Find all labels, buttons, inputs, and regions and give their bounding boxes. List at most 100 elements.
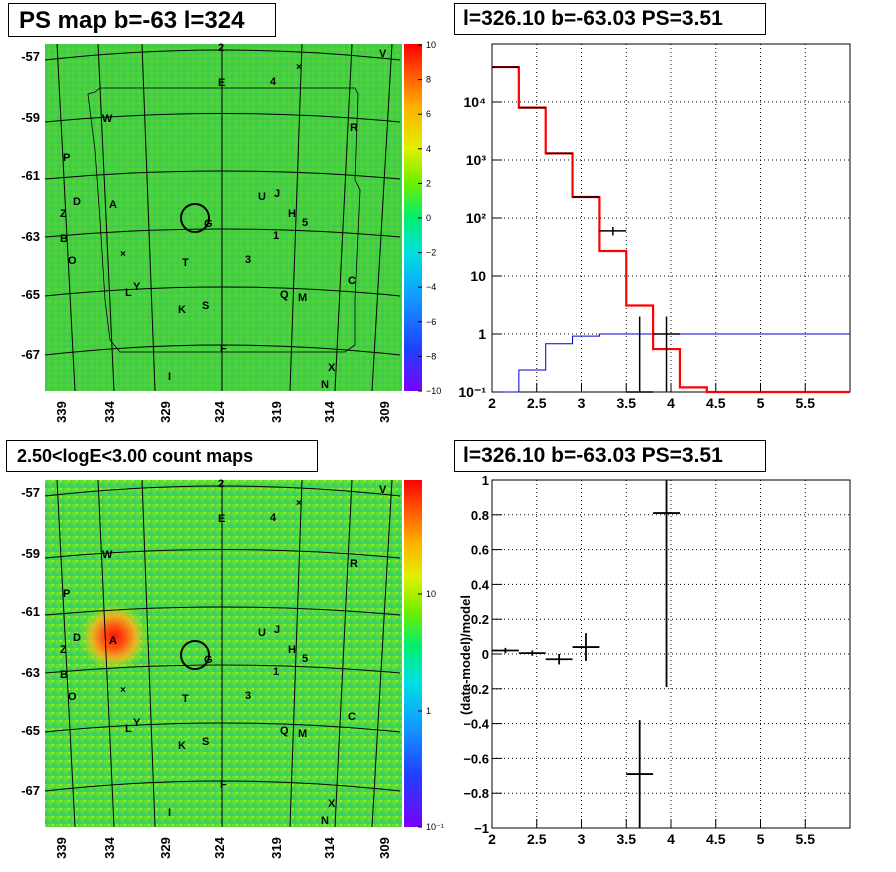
- source-label-1: 1: [273, 666, 279, 678]
- y-tick-label: 1: [478, 326, 486, 342]
- colorbar-tick-label: 2: [426, 178, 431, 188]
- count-target-circle: [180, 640, 210, 670]
- marker-x: ×: [120, 249, 126, 260]
- lon-tick-label: 329: [158, 401, 173, 423]
- source-label-B: B: [60, 233, 68, 245]
- source-label-1: 1: [273, 230, 279, 242]
- count-source-labels: 2 V E 4 W R P U J D A Z H5 G B 1 O T 3 C L Y Q M K S F X I N × ×: [60, 478, 387, 827]
- x-tick-label: 5.5: [796, 395, 816, 411]
- x-tick-label: 5: [757, 831, 765, 847]
- lat-tick-label: -57: [21, 485, 40, 500]
- source-label-K: K: [178, 740, 186, 752]
- colorbar-tick-label: −2: [426, 248, 436, 258]
- lat-tick-label: -57: [21, 49, 40, 64]
- lon-tick-label: 334: [102, 400, 117, 422]
- y-tick-label: −0.4: [463, 717, 489, 732]
- source-label-W: W: [102, 549, 113, 561]
- source-label-3: 3: [245, 254, 251, 266]
- source-label-H: H: [288, 644, 296, 656]
- y-tick-label: 1: [482, 473, 489, 488]
- count-map-title: 2.50<logE<3.00 count maps: [6, 440, 318, 472]
- residual-title: l=326.10 b=-63.03 PS=3.51: [454, 440, 766, 472]
- lon-tick-label: 329: [158, 837, 173, 859]
- lat-tick-label: -65: [21, 723, 40, 738]
- y-tick-label: 0.6: [471, 543, 489, 558]
- lat-tick-label: -67: [21, 347, 40, 362]
- lon-tick-label: 324: [212, 400, 227, 422]
- lat-tick-label: -65: [21, 287, 40, 302]
- count-lat-ticks: -57 -59 -61 -63 -65 -67: [21, 485, 40, 798]
- source-label-5: 5: [302, 217, 308, 229]
- colorbar-tick-label: 10: [426, 40, 436, 50]
- source-label-Q: Q: [280, 289, 289, 301]
- source-label-2: 2: [218, 478, 224, 490]
- source-label-V: V: [379, 484, 387, 496]
- source-label-X: X: [328, 798, 336, 810]
- lon-tick-label: 324: [212, 836, 227, 858]
- lon-tick-label: 339: [54, 401, 69, 423]
- count-colorbar-ticks: 10 1 10⁻¹: [418, 589, 444, 832]
- source-label-E: E: [218, 513, 225, 525]
- source-label-P: P: [63, 588, 70, 600]
- source-label-C: C: [348, 711, 356, 723]
- source-label-Z: Z: [60, 644, 67, 656]
- lon-tick-label: 314: [322, 836, 337, 858]
- source-label-3: 3: [245, 690, 251, 702]
- y-tick-label: 0.4: [471, 577, 490, 592]
- source-label-S: S: [202, 300, 209, 312]
- spectrum-panel: 2 2.5 3 3.5 4 4.5 5 5.5 10⁻¹ 1 10 10² 10³ 10⁴: [458, 43, 851, 411]
- source-label-T: T: [182, 693, 189, 705]
- source-label-H: H: [288, 208, 296, 220]
- source-label-G: G: [204, 654, 213, 666]
- y-tick-label: −0.8: [463, 786, 489, 801]
- marker-x: ×: [120, 685, 126, 696]
- y-tick-label: 10³: [466, 152, 487, 168]
- x-tick-label: 4: [667, 831, 675, 847]
- colorbar-tick-label: 10: [426, 589, 436, 599]
- colorbar-tick-label: 10⁻¹: [426, 822, 444, 832]
- x-tick-label: 3: [578, 395, 586, 411]
- x-tick-label: 5.5: [796, 831, 816, 847]
- lat-tick-label: -59: [21, 546, 40, 561]
- source-label-Y: Y: [133, 281, 141, 293]
- y-tick-label: −1: [474, 821, 489, 836]
- source-label-2: 2: [218, 42, 224, 54]
- source-label-F: F: [220, 343, 227, 355]
- marker-x: ×: [296, 498, 302, 509]
- source-label-N: N: [321, 815, 329, 827]
- source-label-J: J: [274, 188, 280, 200]
- ps-map-grid: [44, 43, 401, 392]
- colorbar-tick-label: 6: [426, 109, 431, 119]
- colorbar-tick-label: −8: [426, 351, 436, 361]
- source-label-M: M: [298, 728, 307, 740]
- x-tick-label: 2.5: [527, 395, 547, 411]
- source-label-4: 4: [270, 76, 277, 88]
- source-label-A: A: [109, 199, 117, 211]
- ps-source-labels: 2 V E 4 W R P U J D A Z H5 G B 1 O T 3 C L Y Q M K S F X I N × ×: [60, 42, 387, 391]
- ps-lon-ticks: 339 334 329 324 319 314 309: [54, 400, 392, 422]
- source-label-F: F: [220, 779, 227, 791]
- source-label-I: I: [168, 807, 171, 819]
- source-label-R: R: [350, 558, 358, 570]
- source-label-P: P: [63, 152, 70, 164]
- source-label-T: T: [182, 257, 189, 269]
- count-map-grid: [44, 479, 401, 828]
- source-label-4: 4: [270, 512, 277, 524]
- source-label-G: G: [204, 218, 213, 230]
- colorbar-tick-label: −4: [426, 282, 436, 292]
- source-label-O: O: [68, 691, 77, 703]
- lon-tick-label: 334: [102, 836, 117, 858]
- lat-tick-label: -59: [21, 110, 40, 125]
- ps-lat-ticks: -57 -59 -61 -63 -65 -67: [21, 49, 40, 362]
- lon-tick-label: 309: [377, 837, 392, 859]
- ps-map-title: PS map b=-63 l=324: [8, 3, 276, 37]
- count-lon-ticks: 339 334 329 324 319 314 309: [54, 836, 392, 858]
- ps-colorbar: [404, 44, 422, 391]
- colorbar-tick-label: 0: [426, 213, 431, 223]
- source-label-N: N: [321, 379, 329, 391]
- source-label-U: U: [258, 191, 266, 203]
- source-label-A: A: [109, 635, 117, 647]
- colorbar-tick-label: 1: [426, 706, 431, 716]
- ps-target-circle: [180, 203, 210, 233]
